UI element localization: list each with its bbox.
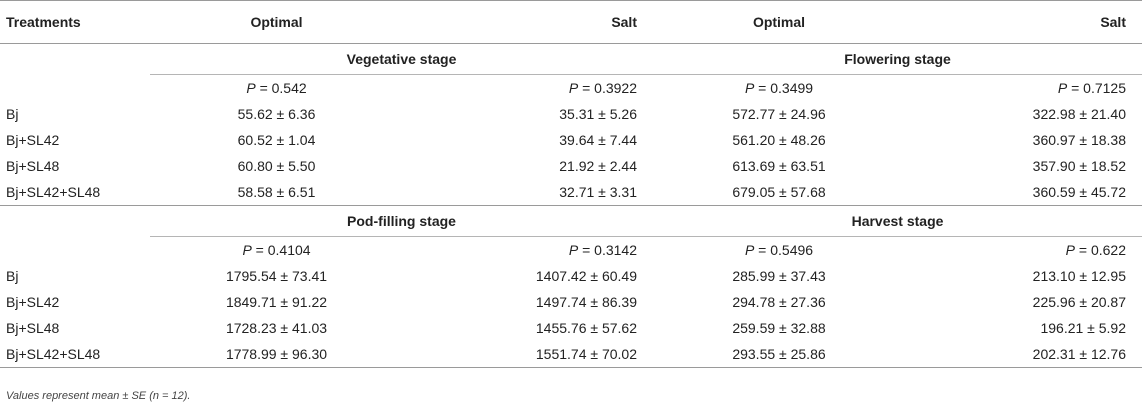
value-cell: 60.80 ± 5.50 xyxy=(237,158,316,174)
value-cell: 39.64 ± 7.44 xyxy=(559,132,637,148)
p-value-cell: P = 0.542 xyxy=(246,80,307,96)
value-cell: 613.69 ± 63.51 xyxy=(732,158,826,174)
value-cell: 32.71 ± 3.31 xyxy=(403,179,653,206)
stage-header-row: Pod-filling stage Harvest stage xyxy=(0,205,1142,237)
table-row: Bj+SL42+SL48 1778.99 ± 96.30 1551.74 ± 7… xyxy=(0,341,1142,368)
value-cell: 1849.71 ± 91.22 xyxy=(225,294,328,310)
value-cell: 1455.76 ± 57.62 xyxy=(535,320,637,336)
value-cell: 572.77 ± 24.96 xyxy=(732,106,826,122)
table-header-row: Treatments Optimal Salt Optimal Salt xyxy=(0,0,1142,44)
p-value-cell: P = 0.3142 xyxy=(568,242,637,258)
p-value-cell: P = 0.4104 xyxy=(242,242,311,258)
stage-header-row: Vegetative stage Flowering stage xyxy=(0,43,1142,75)
header-salt-2: Salt xyxy=(905,0,1142,44)
treatment-label: Bj xyxy=(6,268,19,284)
value-cell: 679.05 ± 57.68 xyxy=(653,179,905,206)
value-cell: 55.62 ± 6.36 xyxy=(237,106,316,122)
table-row: Bj+SL42 60.52 ± 1.04 39.64 ± 7.44 561.20… xyxy=(0,127,1142,153)
treatment-label: Bj xyxy=(6,106,19,122)
table-row: Bj+SL42 1849.71 ± 91.22 1497.74 ± 86.39 … xyxy=(0,289,1142,315)
value-cell: 196.21 ± 5.92 xyxy=(1040,320,1126,336)
value-cell: 294.78 ± 27.36 xyxy=(732,294,826,310)
table-footnote: Values represent mean ± SE (n = 12). xyxy=(6,390,191,402)
p-value-row: P = 0.542 P = 0.3922 P = 0.3499 P = 0.71… xyxy=(0,75,1142,102)
p-value-cell: P = 0.5496 xyxy=(744,242,814,258)
results-table: Treatments Optimal Salt Optimal Salt Veg… xyxy=(0,0,1142,368)
value-cell: 35.31 ± 5.26 xyxy=(559,106,637,122)
p-value-cell: P = 0.622 xyxy=(1065,242,1126,258)
table-row: Bj+SL48 1728.23 ± 41.03 1455.76 ± 57.62 … xyxy=(0,315,1142,341)
value-cell: 60.52 ± 1.04 xyxy=(237,132,316,148)
value-cell: 357.90 ± 18.52 xyxy=(1032,158,1126,174)
value-cell: 202.31 ± 12.76 xyxy=(905,341,1142,368)
stage-flowering: Flowering stage xyxy=(653,43,1142,75)
value-cell: 1551.74 ± 70.02 xyxy=(403,341,653,368)
value-cell: 360.59 ± 45.72 xyxy=(905,179,1142,206)
treatment-label: Bj+SL48 xyxy=(6,320,60,336)
treatment-label: Bj+SL48 xyxy=(6,158,60,174)
stage-harvest: Harvest stage xyxy=(653,205,1142,237)
p-value-row: P = 0.4104 P = 0.3142 P = 0.5496 P = 0.6… xyxy=(0,237,1142,264)
value-cell: 322.98 ± 21.40 xyxy=(1032,106,1126,122)
p-value-cell: P = 0.7125 xyxy=(1057,80,1126,96)
value-cell: 360.97 ± 18.38 xyxy=(1032,132,1126,148)
value-cell: 21.92 ± 2.44 xyxy=(559,158,637,174)
value-cell: 1407.42 ± 60.49 xyxy=(535,268,637,284)
value-cell: 259.59 ± 32.88 xyxy=(732,320,826,336)
p-value-cell: P = 0.3922 xyxy=(568,80,637,96)
treatment-label: Bj+SL42 xyxy=(6,132,60,148)
value-cell: 225.96 ± 20.87 xyxy=(1032,294,1126,310)
treatment-label: Bj+SL42+SL48 xyxy=(0,179,150,206)
value-cell: 1497.74 ± 86.39 xyxy=(535,294,637,310)
header-optimal-1: Optimal xyxy=(150,0,403,44)
stage-vegetative: Vegetative stage xyxy=(150,43,653,75)
header-treatments: Treatments xyxy=(0,0,150,44)
header-optimal-2: Optimal xyxy=(653,0,905,44)
value-cell: 293.55 ± 25.86 xyxy=(653,341,905,368)
table-row: Bj+SL42+SL48 58.58 ± 6.51 32.71 ± 3.31 6… xyxy=(0,179,1142,206)
p-value-cell: P = 0.3499 xyxy=(744,80,814,96)
treatment-label: Bj+SL42+SL48 xyxy=(0,341,150,368)
value-cell: 561.20 ± 48.26 xyxy=(732,132,826,148)
value-cell: 1728.23 ± 41.03 xyxy=(225,320,328,336)
value-cell: 213.10 ± 12.95 xyxy=(1032,268,1126,284)
value-cell: 1778.99 ± 96.30 xyxy=(150,341,403,368)
treatment-label: Bj+SL42 xyxy=(6,294,60,310)
stage-pod-filling: Pod-filling stage xyxy=(150,205,653,237)
value-cell: 285.99 ± 37.43 xyxy=(732,268,826,284)
value-cell: 1795.54 ± 73.41 xyxy=(225,268,328,284)
value-cell: 58.58 ± 6.51 xyxy=(150,179,403,206)
table-row: Bj+SL48 60.80 ± 5.50 21.92 ± 2.44 613.69… xyxy=(0,153,1142,179)
table-row: Bj 1795.54 ± 73.41 1407.42 ± 60.49 285.9… xyxy=(0,263,1142,289)
table-row: Bj 55.62 ± 6.36 35.31 ± 5.26 572.77 ± 24… xyxy=(0,101,1142,127)
header-salt-1: Salt xyxy=(403,0,653,44)
